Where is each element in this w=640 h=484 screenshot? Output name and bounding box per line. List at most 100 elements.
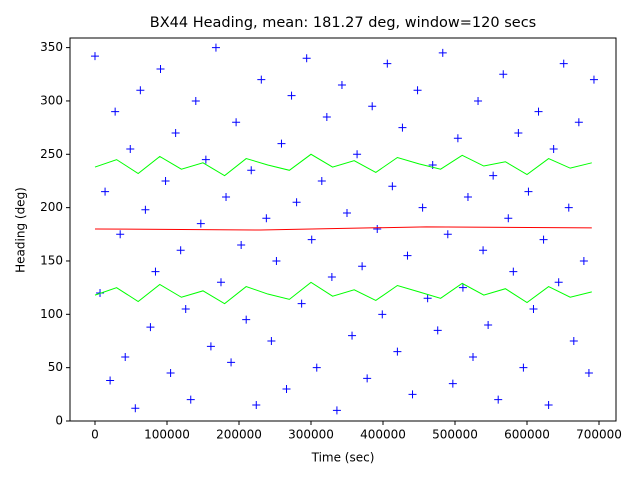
data-point <box>549 144 558 153</box>
data-point <box>126 144 135 153</box>
y-tick-label: 350 <box>40 40 63 54</box>
data-point <box>494 395 503 404</box>
data-point <box>237 240 246 249</box>
data-point <box>151 267 160 276</box>
data-point <box>196 219 205 228</box>
data-point <box>252 400 261 409</box>
data-point <box>463 192 472 201</box>
data-point <box>504 214 513 223</box>
data-point <box>448 379 457 388</box>
data-point <box>368 102 377 111</box>
data-point <box>327 272 336 281</box>
x-tick-label: 400000 <box>360 428 406 442</box>
data-point <box>534 107 543 116</box>
data-point <box>277 139 286 148</box>
data-point <box>101 187 110 196</box>
x-tick-label: 0 <box>91 428 99 442</box>
data-point <box>257 75 266 84</box>
data-point <box>589 75 598 84</box>
x-tick-label: 700000 <box>576 428 622 442</box>
plot-area <box>90 43 598 415</box>
data-point <box>524 187 533 196</box>
y-tick-label: 300 <box>40 93 63 107</box>
data-point <box>469 352 478 361</box>
data-point <box>499 70 508 79</box>
data-point <box>363 374 372 383</box>
data-point <box>458 283 467 292</box>
data-point <box>317 176 326 185</box>
x-tick-label: 200000 <box>216 428 262 442</box>
data-point <box>136 86 145 95</box>
data-point <box>322 112 331 121</box>
data-point <box>378 310 387 319</box>
data-point <box>433 326 442 335</box>
data-point <box>141 205 150 214</box>
data-point <box>484 320 493 329</box>
y-tick-label: 0 <box>55 414 63 428</box>
data-point <box>509 267 518 276</box>
data-point <box>307 235 316 244</box>
data-point <box>302 54 311 63</box>
data-point <box>171 128 180 137</box>
data-point <box>337 80 346 89</box>
data-point <box>121 352 130 361</box>
data-point <box>408 390 417 399</box>
data-point <box>529 304 538 313</box>
y-axis-label: Heading (deg) <box>14 187 28 273</box>
data-point <box>176 246 185 255</box>
data-point <box>297 299 306 308</box>
axes-frame <box>69 37 617 422</box>
data-point <box>131 404 140 413</box>
data-point <box>211 43 220 52</box>
data-point <box>348 331 357 340</box>
y-tick-label: 50 <box>48 360 63 374</box>
data-point <box>201 155 210 164</box>
data-line <box>94 281 592 305</box>
x-tick-label: 500000 <box>432 428 478 442</box>
data-point <box>519 363 528 372</box>
y-tick-label: 100 <box>40 307 63 321</box>
x-tick-label: 300000 <box>288 428 334 442</box>
data-point <box>161 176 170 185</box>
data-point <box>332 406 341 415</box>
data-point <box>166 368 175 377</box>
data-point <box>287 91 296 100</box>
data-point <box>474 96 483 105</box>
x-tick-label: 600000 <box>504 428 550 442</box>
x-tick-label: 100000 <box>144 428 190 442</box>
data-point <box>564 203 573 212</box>
data-point <box>413 86 422 95</box>
data-point <box>227 358 236 367</box>
data-line <box>94 226 592 231</box>
data-point <box>554 278 563 287</box>
data-point <box>574 118 583 127</box>
data-point <box>353 150 362 159</box>
data-point <box>438 48 447 57</box>
data-point <box>358 262 367 271</box>
data-point <box>222 192 231 201</box>
data-point <box>90 52 99 61</box>
data-point <box>403 251 412 260</box>
data-point <box>393 347 402 356</box>
data-point <box>111 107 120 116</box>
data-point <box>272 256 281 265</box>
data-point <box>539 235 548 244</box>
data-point <box>443 230 452 239</box>
y-tick-label: 250 <box>40 147 63 161</box>
data-point <box>559 59 568 68</box>
data-point <box>116 230 125 239</box>
data-point <box>312 363 321 372</box>
data-point <box>206 342 215 351</box>
data-point <box>479 246 488 255</box>
data-point <box>181 304 190 313</box>
data-point <box>423 294 432 303</box>
data-point <box>191 96 200 105</box>
data-point <box>569 336 578 345</box>
data-point <box>453 134 462 143</box>
data-point <box>373 224 382 233</box>
data-point <box>398 123 407 132</box>
data-point <box>247 166 256 175</box>
data-line <box>94 153 592 177</box>
data-point <box>282 384 291 393</box>
